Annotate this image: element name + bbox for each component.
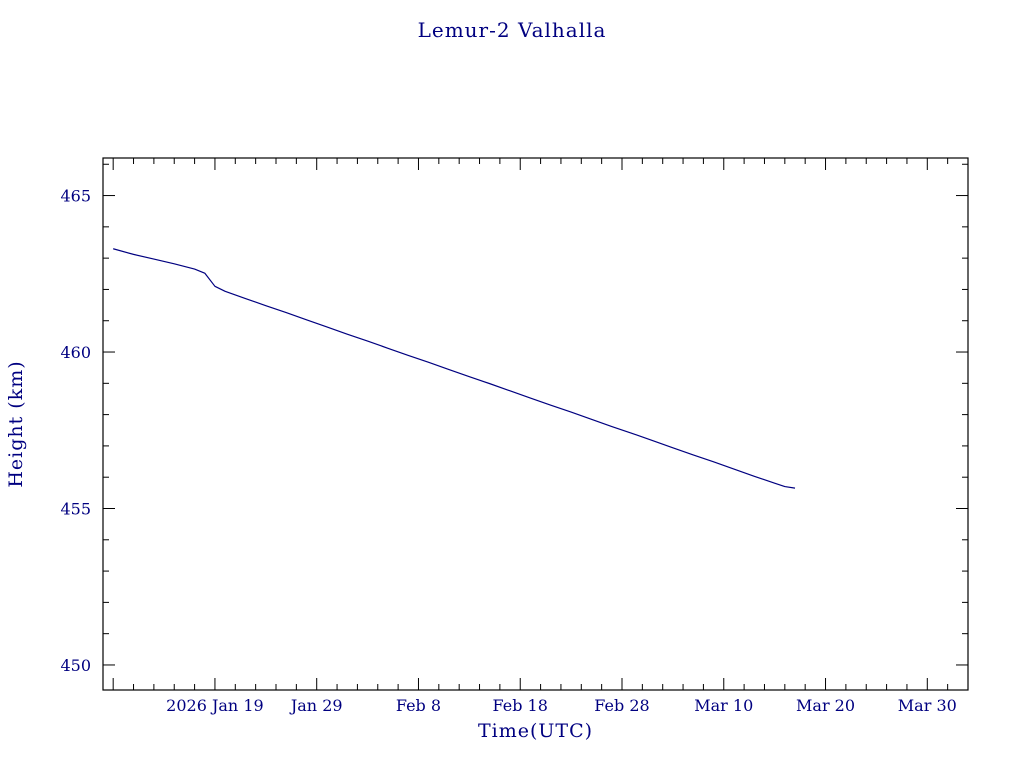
x-tick-label: Feb 8 [396,696,441,715]
x-tick-label: Mar 10 [694,696,753,715]
y-tick-label: 465 [60,187,91,206]
data-line-orbit-height [113,248,796,489]
chart-title: Lemur-2 Valhalla [417,18,607,42]
x-tick-label: Jan 29 [289,696,343,715]
y-tick-label: 455 [60,499,91,518]
y-tick-label: 460 [60,343,91,362]
x-tick-label: Feb 28 [594,696,649,715]
x-axis-label: Time(UTC) [477,720,594,742]
x-tick-label: Feb 18 [493,696,548,715]
x-tick-label: Mar 20 [796,696,855,715]
x-tick-label: Mar 30 [898,696,957,715]
y-tick-label: 450 [60,656,91,675]
x-tick-label: 2026 Jan 19 [166,696,264,715]
plot-box [102,157,969,691]
